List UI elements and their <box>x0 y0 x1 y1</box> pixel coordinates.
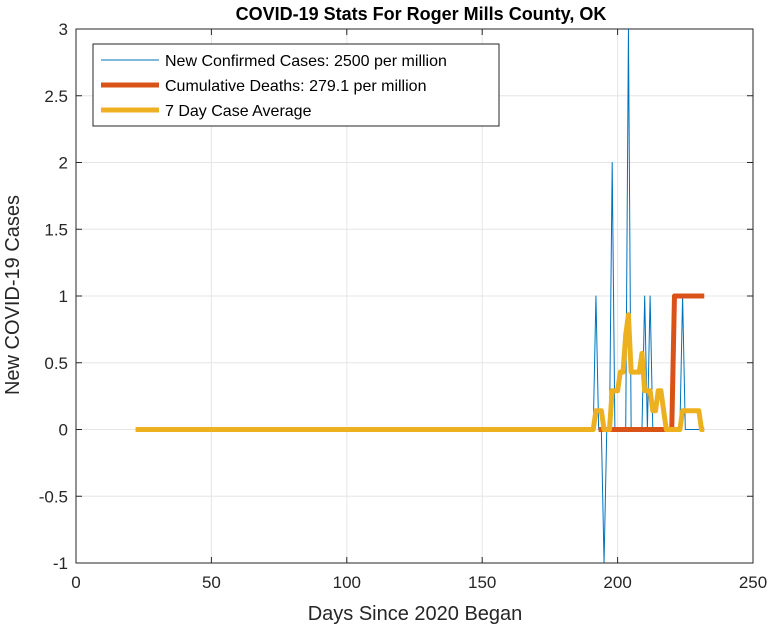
x-tick-label: 150 <box>468 573 496 592</box>
legend-label-2: Cumulative Deaths: 279.1 per million <box>165 78 426 95</box>
x-tick-label: 100 <box>333 573 361 592</box>
legend-label-1: New Confirmed Cases: 2500 per million <box>165 53 447 70</box>
y-axis-label: New COVID-19 Cases <box>2 195 24 395</box>
y-tick-label: 0 <box>59 421 68 440</box>
series-line-3 <box>135 312 705 432</box>
y-tick-label: 1.5 <box>44 220 68 239</box>
x-tick-label: 250 <box>739 573 767 592</box>
y-tick-label: 3 <box>59 20 68 39</box>
legend-label-3: 7 Day Case Average <box>165 103 312 120</box>
y-tick-label: 1 <box>59 287 68 306</box>
series-layer <box>135 28 705 564</box>
y-tick-label: 2 <box>59 154 68 173</box>
y-tick-label: -1 <box>53 554 68 573</box>
chart-title: COVID-19 Stats For Roger Mills County, O… <box>236 4 607 24</box>
x-tick-label: 50 <box>202 573 221 592</box>
y-tick-label: -0.5 <box>39 487 68 506</box>
x-tick-label: 200 <box>603 573 631 592</box>
x-tick-label: 0 <box>71 573 80 592</box>
legend: New Confirmed Cases: 2500 per million Cum… <box>92 43 500 127</box>
y-tick-label: 2.5 <box>44 87 68 106</box>
y-tick-label: 0.5 <box>44 354 68 373</box>
legend-box <box>92 43 500 127</box>
x-axis-label: Days Since 2020 Began <box>308 603 523 625</box>
ticks: 0 50 100 150 200 250 -1 -0.5 0 0.5 1 1.5 2 2.5 3 <box>39 20 767 592</box>
